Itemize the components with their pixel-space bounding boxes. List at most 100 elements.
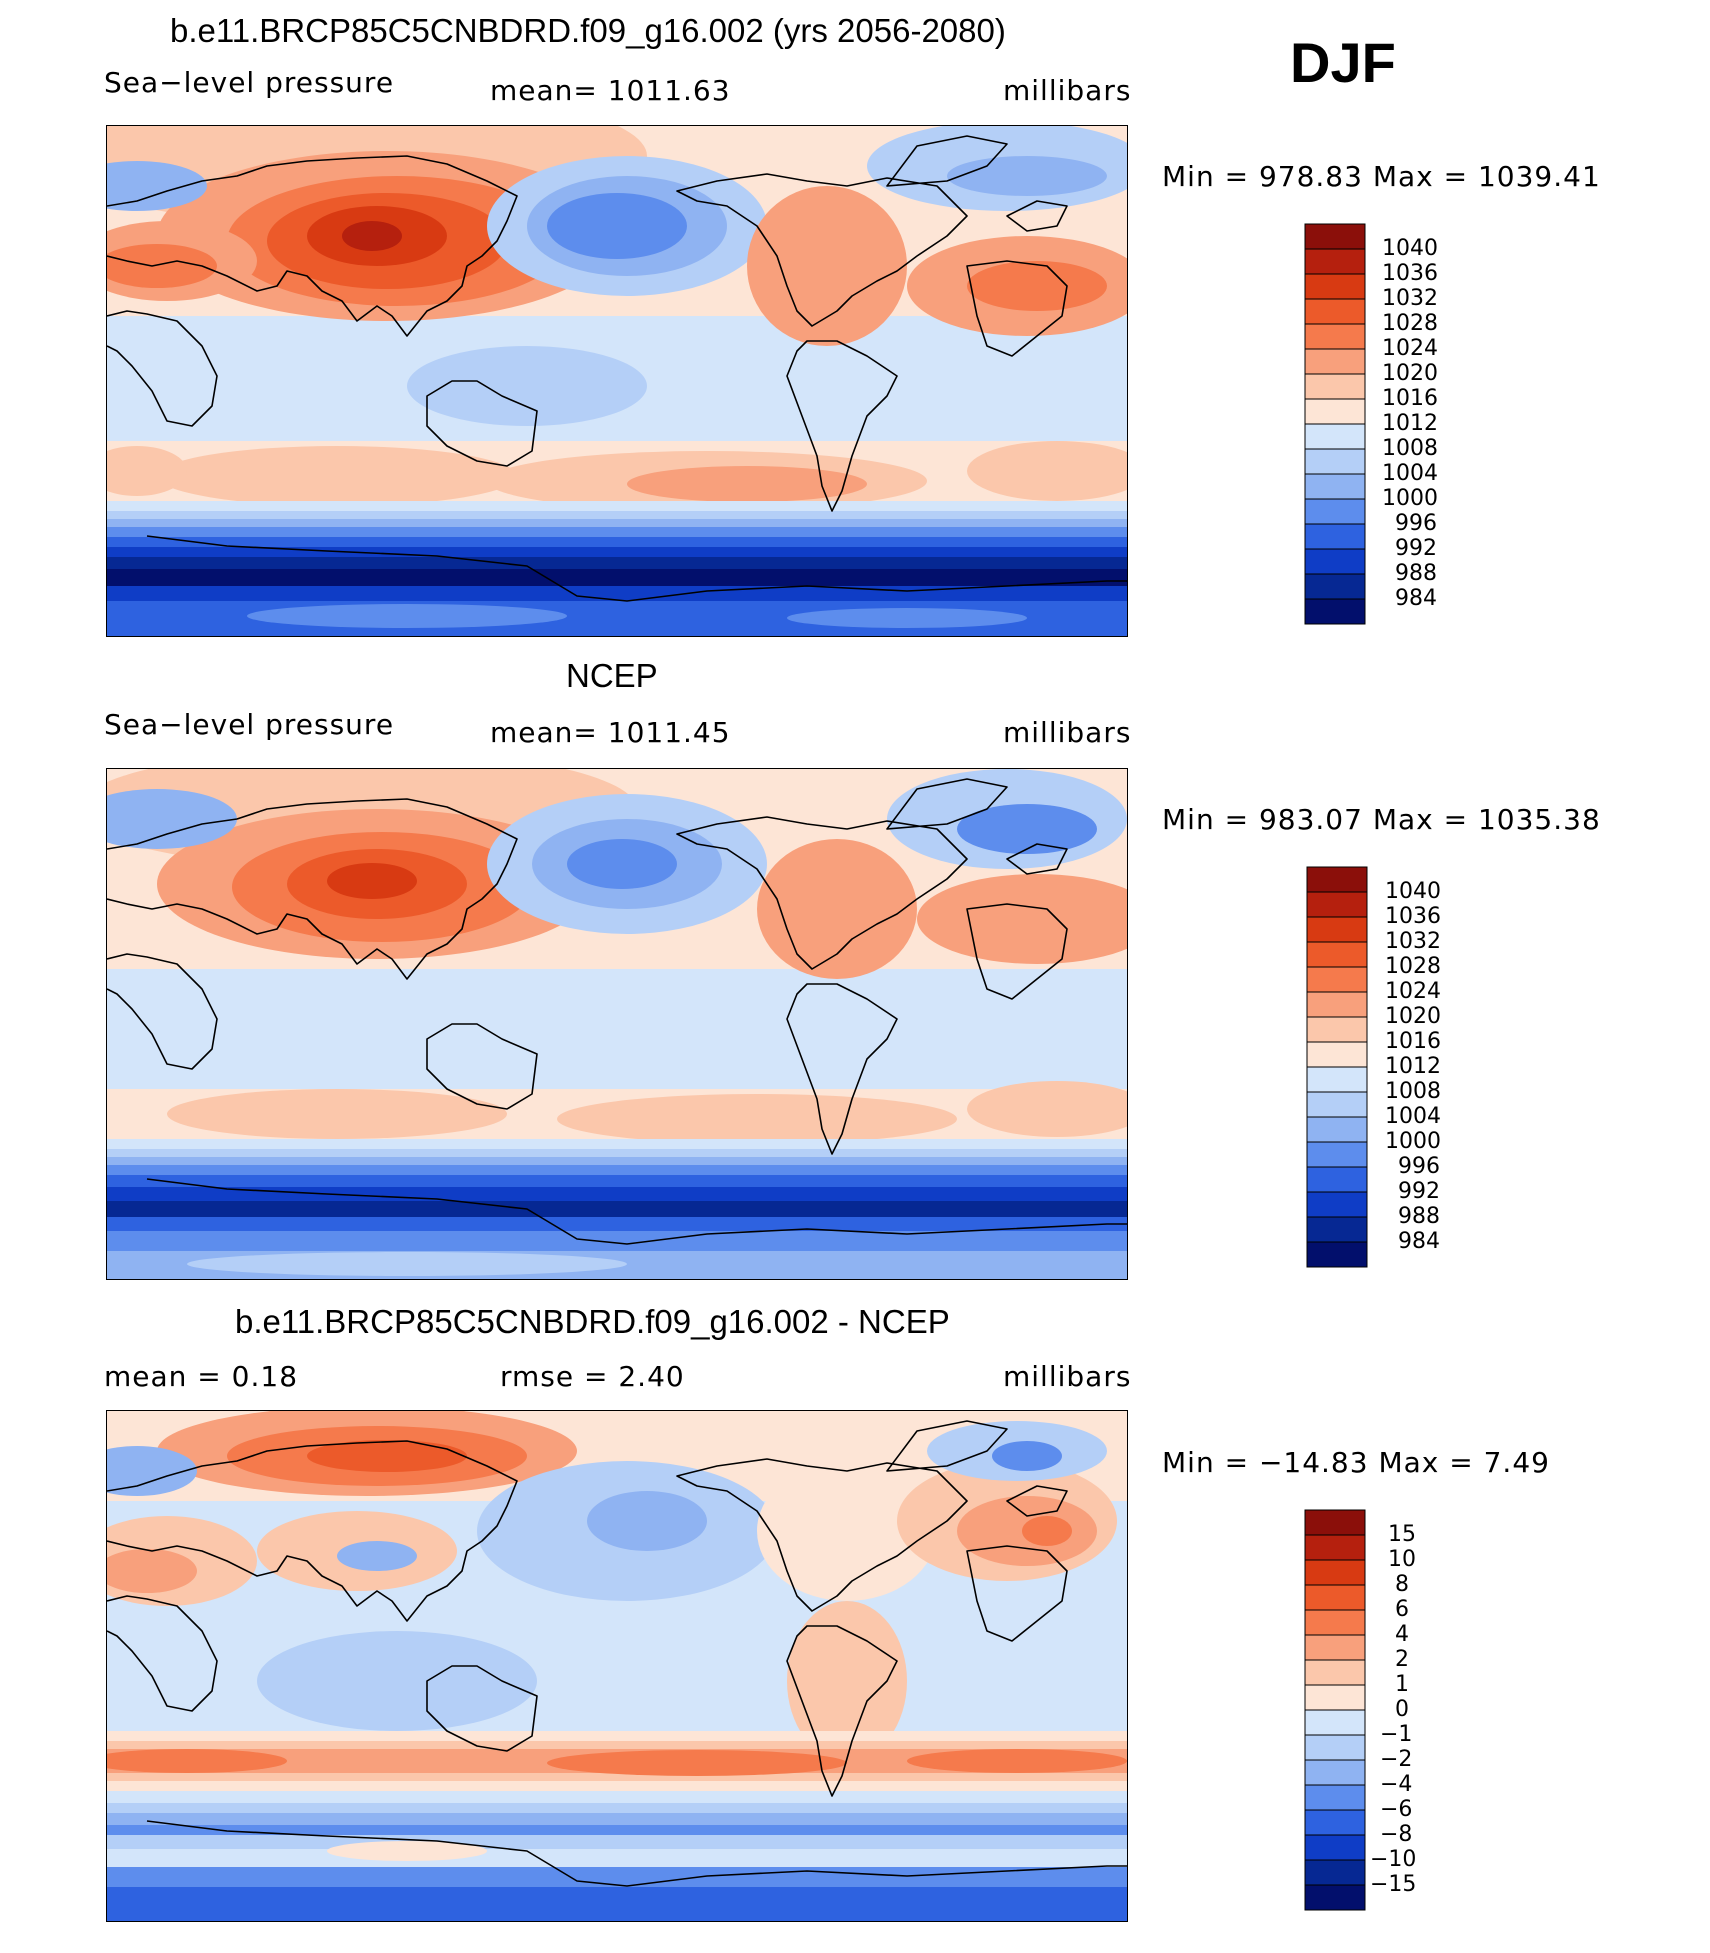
colorbar-swatch (1306, 991, 1368, 1018)
panel-1-colorbar-label: 988 (1395, 561, 1437, 586)
panel-1-colorbar-svg (1304, 223, 1366, 625)
panel-3-map (106, 1410, 1128, 1922)
panel-1-colorbar-label: 1040 (1382, 236, 1438, 261)
panel-3-colorbar-label: 10 (1388, 1547, 1416, 1572)
colorbar-swatch (1306, 1041, 1368, 1068)
colorbar-swatch (1306, 1116, 1368, 1143)
colorbar-swatch (1306, 1191, 1368, 1218)
panel-2-colorbar-label: 1036 (1385, 904, 1441, 929)
colorbar-swatch (1304, 373, 1366, 400)
colorbar-swatch (1304, 223, 1366, 250)
panel-1-colorbar-label: 1000 (1382, 486, 1438, 511)
panel-3-units-label: millibars (1003, 1360, 1132, 1393)
panel-3-mean-label: mean = 0.18 (104, 1360, 299, 1393)
panel-2-colorbar-label: 984 (1398, 1229, 1440, 1254)
panel-2-colorbar-label: 1000 (1385, 1129, 1441, 1154)
panel-1-colorbar-label: 1008 (1382, 436, 1438, 461)
colorbar-swatch (1304, 1859, 1366, 1886)
panel-2-colorbar-label: 996 (1398, 1154, 1440, 1179)
panel-3-colorbar (1303, 1508, 1366, 1912)
panel-2-colorbar-label: 992 (1398, 1179, 1440, 1204)
colorbar-swatch (1306, 1016, 1368, 1043)
panel-3-title: b.e11.BRCP85C5CNBDRD.f09_g16.002 - NCEP (235, 1303, 950, 1340)
panel-3-colorbar-label: −4 (1380, 1772, 1413, 1797)
panel-2-colorbar-label: 1020 (1385, 1004, 1441, 1029)
colorbar-swatch (1304, 548, 1366, 575)
panel-3-coastlines (107, 1420, 1127, 1887)
panel-2-colorbar-label: 1028 (1385, 954, 1441, 979)
panel-3-colorbar-svg (1304, 1509, 1366, 1911)
panel-1-title: b.e11.BRCP85C5CNBDRD.f09_g16.002 (yrs 20… (170, 12, 1006, 49)
panel-2-map (106, 768, 1128, 1280)
colorbar-swatch (1304, 1509, 1366, 1536)
colorbar-swatch (1304, 1734, 1366, 1761)
panel-2-colorbar-label: 1012 (1385, 1054, 1441, 1079)
colorbar-swatch (1304, 1809, 1366, 1836)
panel-2-colorbar-label: 1040 (1385, 879, 1441, 904)
colorbar-swatch (1304, 1609, 1366, 1636)
panel-1-colorbar-label: 1028 (1382, 311, 1438, 336)
colorbar-swatch (1306, 1241, 1368, 1268)
panel-2-colorbar-label: 1024 (1385, 979, 1441, 1004)
panel-2-colorbar-svg (1306, 866, 1368, 1268)
panel-1-colorbar-label: 1012 (1382, 411, 1438, 436)
panel-1-colorbar (1303, 222, 1366, 626)
colorbar-swatch (1304, 423, 1366, 450)
panel-1-colorbar-label: 1020 (1382, 361, 1438, 386)
panel-3-colorbar-label: −15 (1370, 1872, 1417, 1897)
panel-2-colorbar-label: 1032 (1385, 929, 1441, 954)
panel-1-colorbar-label: 1004 (1382, 461, 1438, 486)
colorbar-swatch (1306, 891, 1368, 918)
colorbar-swatch (1304, 273, 1366, 300)
colorbar-swatch (1304, 248, 1366, 275)
panel-3-colorbar-label: −8 (1380, 1822, 1413, 1847)
colorbar-swatch (1304, 398, 1366, 425)
panel-2-map-svg (107, 769, 1127, 1279)
panel-1-coastlines (107, 135, 1127, 602)
colorbar-swatch (1304, 323, 1366, 350)
colorbar-swatch (1304, 1559, 1366, 1586)
panel-3-map-svg (107, 1411, 1127, 1921)
colorbar-swatch (1306, 1166, 1368, 1193)
panel-3-colorbar-label: −10 (1370, 1847, 1417, 1872)
panel-3-colorbar-label: 8 (1395, 1572, 1409, 1597)
panel-1-colorbar-label: 1024 (1382, 336, 1438, 361)
panel-2-title: NCEP (566, 657, 658, 694)
panel-1-colorbar-label: 984 (1395, 586, 1437, 611)
panel-1-minmax: Min = 978.83 Max = 1039.41 (1162, 160, 1601, 193)
panel-1-colorbar-label: 1016 (1382, 386, 1438, 411)
colorbar-swatch (1304, 498, 1366, 525)
panel-3-colorbar-label: −6 (1380, 1797, 1413, 1822)
panel-2-coastlines (107, 778, 1127, 1245)
panel-3-rmse-label: rmse = 2.40 (500, 1360, 685, 1393)
colorbar-swatch (1304, 1684, 1366, 1711)
colorbar-swatch (1306, 1141, 1368, 1168)
panel-2-colorbar (1305, 865, 1368, 1269)
panel-3-colorbar-label: 6 (1395, 1597, 1409, 1622)
panel-1-map (106, 125, 1128, 637)
colorbar-swatch (1304, 1834, 1366, 1861)
colorbar-swatch (1304, 298, 1366, 325)
colorbar-swatch (1304, 448, 1366, 475)
panel-2-colorbar-label: 1008 (1385, 1079, 1441, 1104)
colorbar-swatch (1304, 473, 1366, 500)
panel-3-colorbar-label: 4 (1395, 1622, 1409, 1647)
colorbar-swatch (1304, 523, 1366, 550)
colorbar-swatch (1304, 1634, 1366, 1661)
panel-3-colorbar-label: −1 (1380, 1722, 1413, 1747)
colorbar-swatch (1304, 1659, 1366, 1686)
colorbar-swatch (1304, 598, 1366, 625)
colorbar-swatch (1304, 573, 1366, 600)
panel-1-colorbar-label: 992 (1395, 536, 1437, 561)
panel-3-colorbar-label: 2 (1395, 1647, 1409, 1672)
colorbar-swatch (1306, 941, 1368, 968)
panel-1-colorbar-label: 1036 (1382, 261, 1438, 286)
panel-1-colorbar-label: 1032 (1382, 286, 1438, 311)
colorbar-swatch (1304, 1784, 1366, 1811)
colorbar-swatch (1304, 1709, 1366, 1736)
panel-1-colorbar-label: 996 (1395, 511, 1437, 536)
colorbar-swatch (1306, 866, 1368, 893)
colorbar-swatch (1304, 1584, 1366, 1611)
colorbar-swatch (1304, 1759, 1366, 1786)
panel-1-map-svg (107, 126, 1127, 636)
